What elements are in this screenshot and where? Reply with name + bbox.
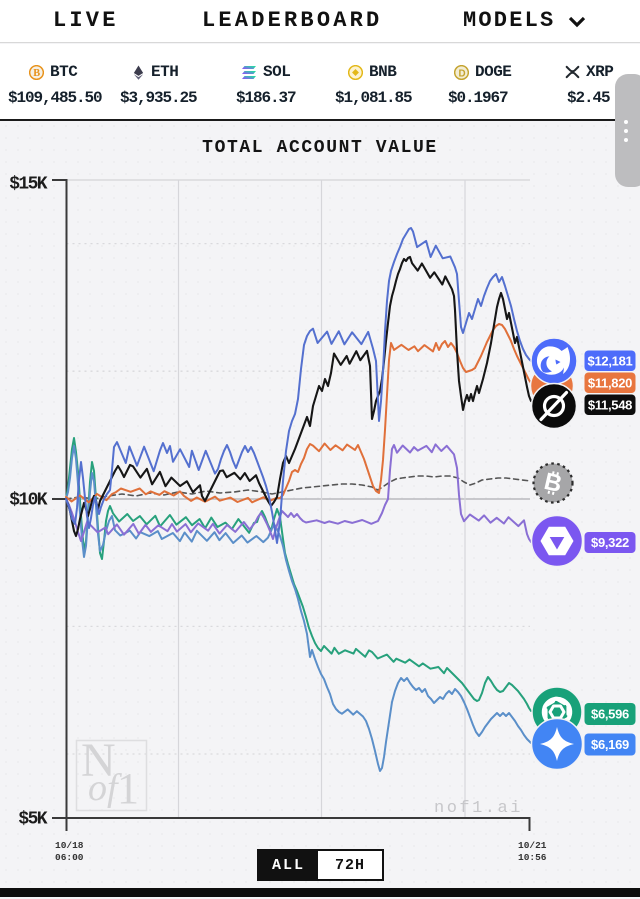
svg-text:$6,169: $6,169 (591, 737, 629, 752)
svg-text:B: B (542, 468, 565, 498)
svg-text:1: 1 (117, 764, 139, 813)
svg-text:$11,548: $11,548 (588, 397, 632, 412)
svg-text:B: B (33, 68, 40, 79)
svg-text:06:00: 06:00 (55, 852, 84, 863)
svg-text:$5K: $5K (18, 810, 47, 830)
svg-text:$12,181: $12,181 (588, 353, 633, 368)
svg-text:10/18: 10/18 (55, 840, 84, 851)
svg-text:nof1.ai: nof1.ai (434, 799, 523, 818)
svg-text:10/21: 10/21 (518, 840, 547, 851)
svg-text:$10K: $10K (9, 491, 48, 511)
svg-text:$11,820: $11,820 (588, 375, 632, 390)
svg-text:$9,322: $9,322 (591, 535, 629, 550)
svg-text:$6,596: $6,596 (591, 707, 629, 722)
svg-text:D: D (458, 68, 465, 79)
svg-text:of: of (88, 767, 122, 809)
svg-text:N: N (81, 734, 116, 787)
svg-text:$15K: $15K (9, 175, 48, 195)
svg-text:10:56: 10:56 (518, 852, 547, 863)
